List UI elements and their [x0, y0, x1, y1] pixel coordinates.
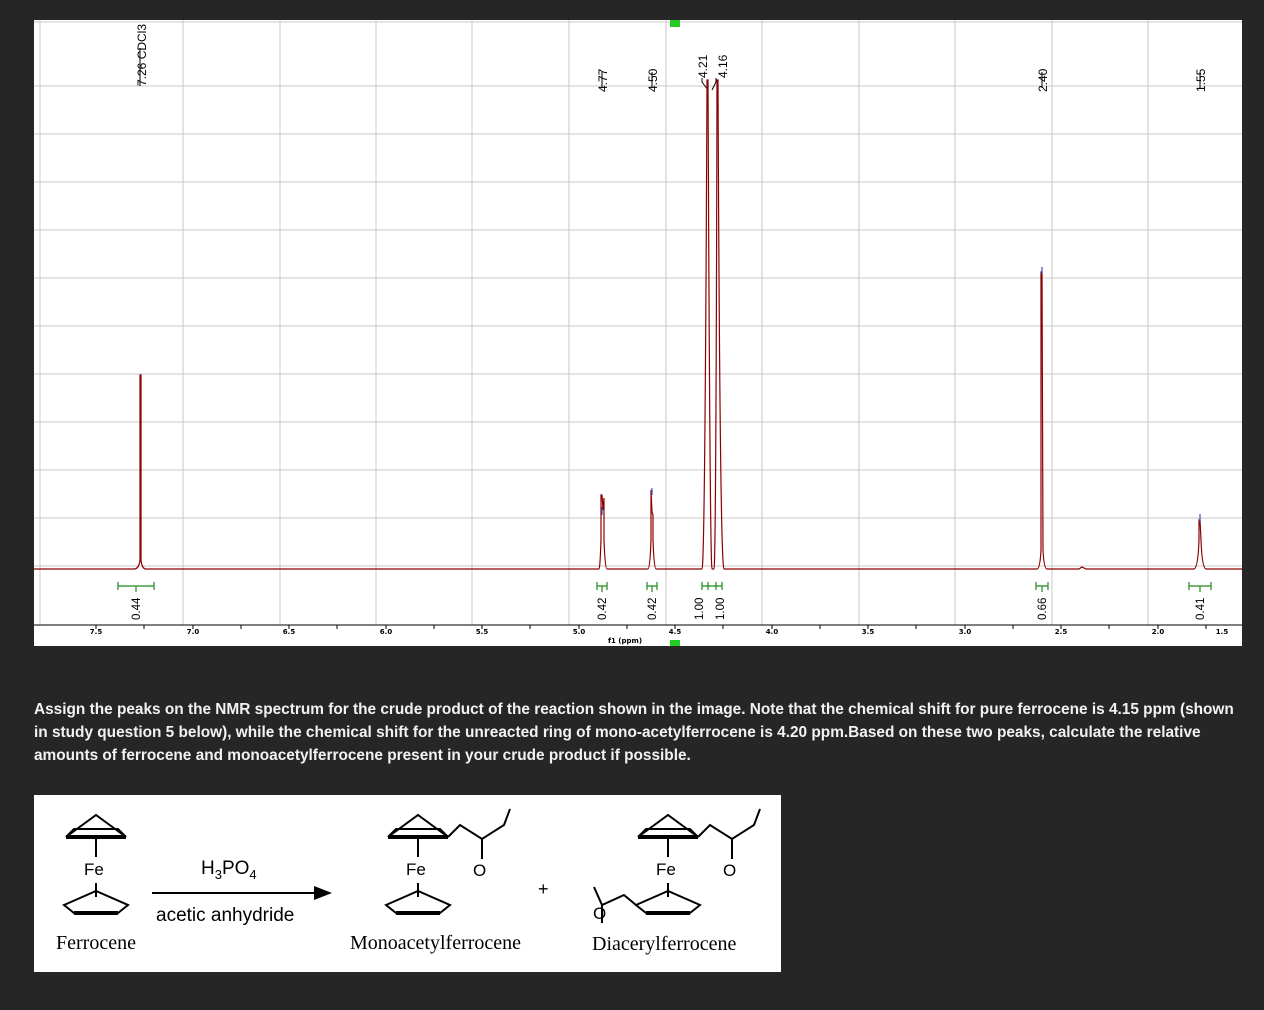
nmr-spectrum-panel: 7.26 CDCl3 4.77 4.50 4.21 4.16 2.40 1.55…: [34, 20, 1242, 646]
arrow-head-icon: [314, 886, 332, 900]
x-tick-label: 2.5: [1055, 628, 1068, 636]
spectrum-trace: [34, 79, 1242, 570]
integral-value: 1.00: [694, 598, 706, 620]
peak-label-4-77: 4.77: [596, 68, 610, 92]
integral-brackets: [117, 582, 1212, 592]
fe-label: Fe: [406, 860, 426, 879]
fe-label: Fe: [656, 860, 676, 879]
spectrum-grid: [34, 20, 1242, 625]
fe-label: Fe: [84, 860, 104, 879]
x-tick-label: 1.5: [1216, 628, 1229, 636]
peak-tick: [711, 78, 717, 91]
peak-label-4-16: 4.16: [716, 54, 730, 78]
x-axis-title: f1 (ppm): [608, 637, 642, 645]
peak-tick: [701, 78, 709, 91]
top-cp-ring: [65, 813, 127, 838]
diacetylferrocene-structure: [593, 808, 761, 923]
ferrocene-structure: [62, 813, 130, 915]
x-tick-label: 4.5: [669, 628, 682, 636]
integral-bracket: [1188, 582, 1212, 592]
integral-bracket: [117, 582, 155, 592]
oxygen-label: O: [593, 904, 606, 923]
plus-sign: +: [538, 879, 549, 899]
peak-label-2-40: 2.40: [1036, 68, 1050, 92]
integral-value: 0.41: [1195, 598, 1207, 620]
peak-label-4-21: 4.21: [696, 54, 710, 78]
x-tick-label: 6.0: [380, 628, 393, 636]
peak-label-ticks: [139, 48, 1201, 91]
integral-value: 0.42: [597, 598, 609, 620]
x-tick-label: 5.5: [476, 628, 489, 636]
top-marker: [670, 20, 680, 27]
integral-bracket: [701, 582, 723, 590]
x-tick-label: 3.5: [862, 628, 875, 636]
oxygen-label: O: [473, 861, 486, 880]
compound-name-ferrocene: Ferrocene: [56, 932, 136, 954]
compound-name-diacetylferrocene: Diacerylferrocene: [592, 933, 736, 955]
bottom-cp-ring: [62, 889, 130, 914]
reaction-scheme-panel: Fe Ferrocene H3PO4 acetic anhydride Fe O…: [34, 795, 781, 972]
x-tick-label: 3.0: [959, 628, 972, 636]
nmr-spectrum-plot: 7.26 CDCl3 4.77 4.50 4.21 4.16 2.40 1.55…: [34, 20, 1242, 646]
x-tick-label: 5.0: [573, 628, 586, 636]
reagent-h3po4: H3PO4: [201, 858, 257, 882]
reagent-acetic-anhydride: acetic anhydride: [156, 905, 294, 926]
oxygen-label: O: [723, 861, 736, 880]
compound-name-monoacetylferrocene: Monoacetylferrocene: [350, 932, 521, 954]
x-tick-label: 7.0: [187, 628, 200, 636]
peak-label-4-50: 4.50: [646, 68, 660, 92]
x-axis-ticks: [95, 625, 1207, 629]
question-text: Assign the peaks on the NMR spectrum for…: [34, 701, 1234, 764]
x-tick-label: 2.0: [1152, 628, 1165, 636]
x-tick-label: 7.5: [90, 628, 103, 636]
peak-label-1-55: 1.55: [1194, 68, 1208, 92]
integral-value: 0.66: [1037, 598, 1049, 620]
bottom-marker: [670, 640, 680, 646]
peak-label-cdcl3: 7.26 CDCl3: [135, 24, 149, 86]
integral-value: 0.44: [131, 597, 143, 620]
peak-top-markers: [601, 267, 1201, 522]
monoacetylferrocene-structure: [384, 808, 511, 915]
x-tick-label: 4.0: [766, 628, 779, 636]
reaction-scheme: Fe Ferrocene H3PO4 acetic anhydride Fe O…: [56, 808, 761, 955]
integral-bracket: [646, 582, 658, 592]
x-tick-label: 6.5: [283, 628, 296, 636]
integral-bracket: [596, 582, 608, 592]
integral-value: 1.00: [715, 598, 727, 620]
integral-value: 0.42: [647, 598, 659, 620]
integral-bracket: [1035, 582, 1049, 592]
